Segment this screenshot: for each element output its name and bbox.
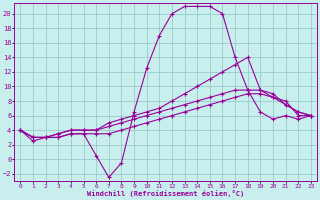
X-axis label: Windchill (Refroidissement éolien,°C): Windchill (Refroidissement éolien,°C) — [87, 190, 244, 197]
